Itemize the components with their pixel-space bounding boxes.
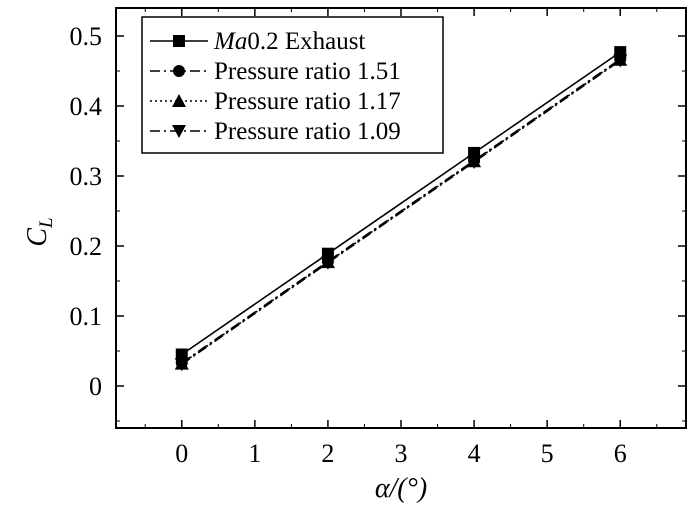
- legend-marker-4: [172, 125, 186, 138]
- y-tick-label: 0.2: [70, 232, 103, 261]
- data-point: [613, 54, 628, 68]
- legend-label-1: Ma0.2 Exhaust: [213, 28, 365, 55]
- axis-ticks: 0 1 2 3 4 5 6 0 0.1 0.2 0.3 0.4 0.5: [70, 8, 686, 468]
- series-line-2: [181, 58, 621, 364]
- legend-label-3: Pressure ratio 1.17: [214, 88, 401, 115]
- x-axis-label: α/(°): [375, 473, 427, 504]
- data-point: [320, 256, 335, 270]
- y-tick-label: 0: [89, 372, 102, 401]
- y-tick-label: 0.1: [70, 302, 103, 331]
- y-tick-label: 0.5: [70, 22, 103, 51]
- y-tick-label: 0.3: [70, 162, 103, 191]
- legend-marker-1: [173, 35, 185, 47]
- legend-label-italic: Ma: [213, 28, 247, 55]
- data-point: [467, 156, 482, 169]
- y-axis-label: CL: [22, 217, 57, 246]
- series-line-4: [181, 59, 621, 365]
- y-tick-label: 0.4: [70, 92, 103, 121]
- legend-label-rest: 0.2 Exhaust: [247, 28, 365, 55]
- x-tick-label: 3: [395, 439, 408, 468]
- legend-label-2: Pressure ratio 1.51: [214, 58, 401, 85]
- x-tick-label: 1: [248, 439, 261, 468]
- legend-marker-3: [172, 94, 186, 107]
- y-axis-label-subscript: L: [36, 217, 57, 229]
- data-point: [174, 358, 189, 372]
- series-line-1: [181, 51, 621, 356]
- legend: Ma0.2 Exhaust Pressure ratio 1.51 Pressure…: [141, 16, 444, 154]
- x-tick-label: 0: [175, 439, 188, 468]
- legend-label-4: Pressure ratio 1.09: [214, 118, 401, 145]
- y-axis-label-main: C: [22, 228, 53, 247]
- series-layer: [174, 46, 628, 372]
- x-tick-label: 6: [614, 439, 627, 468]
- x-tick-label: 5: [541, 439, 554, 468]
- x-tick-label: 2: [321, 439, 334, 468]
- legend-marker-2: [173, 65, 185, 77]
- data-point: [175, 348, 188, 361]
- x-tick-label: 4: [468, 439, 481, 468]
